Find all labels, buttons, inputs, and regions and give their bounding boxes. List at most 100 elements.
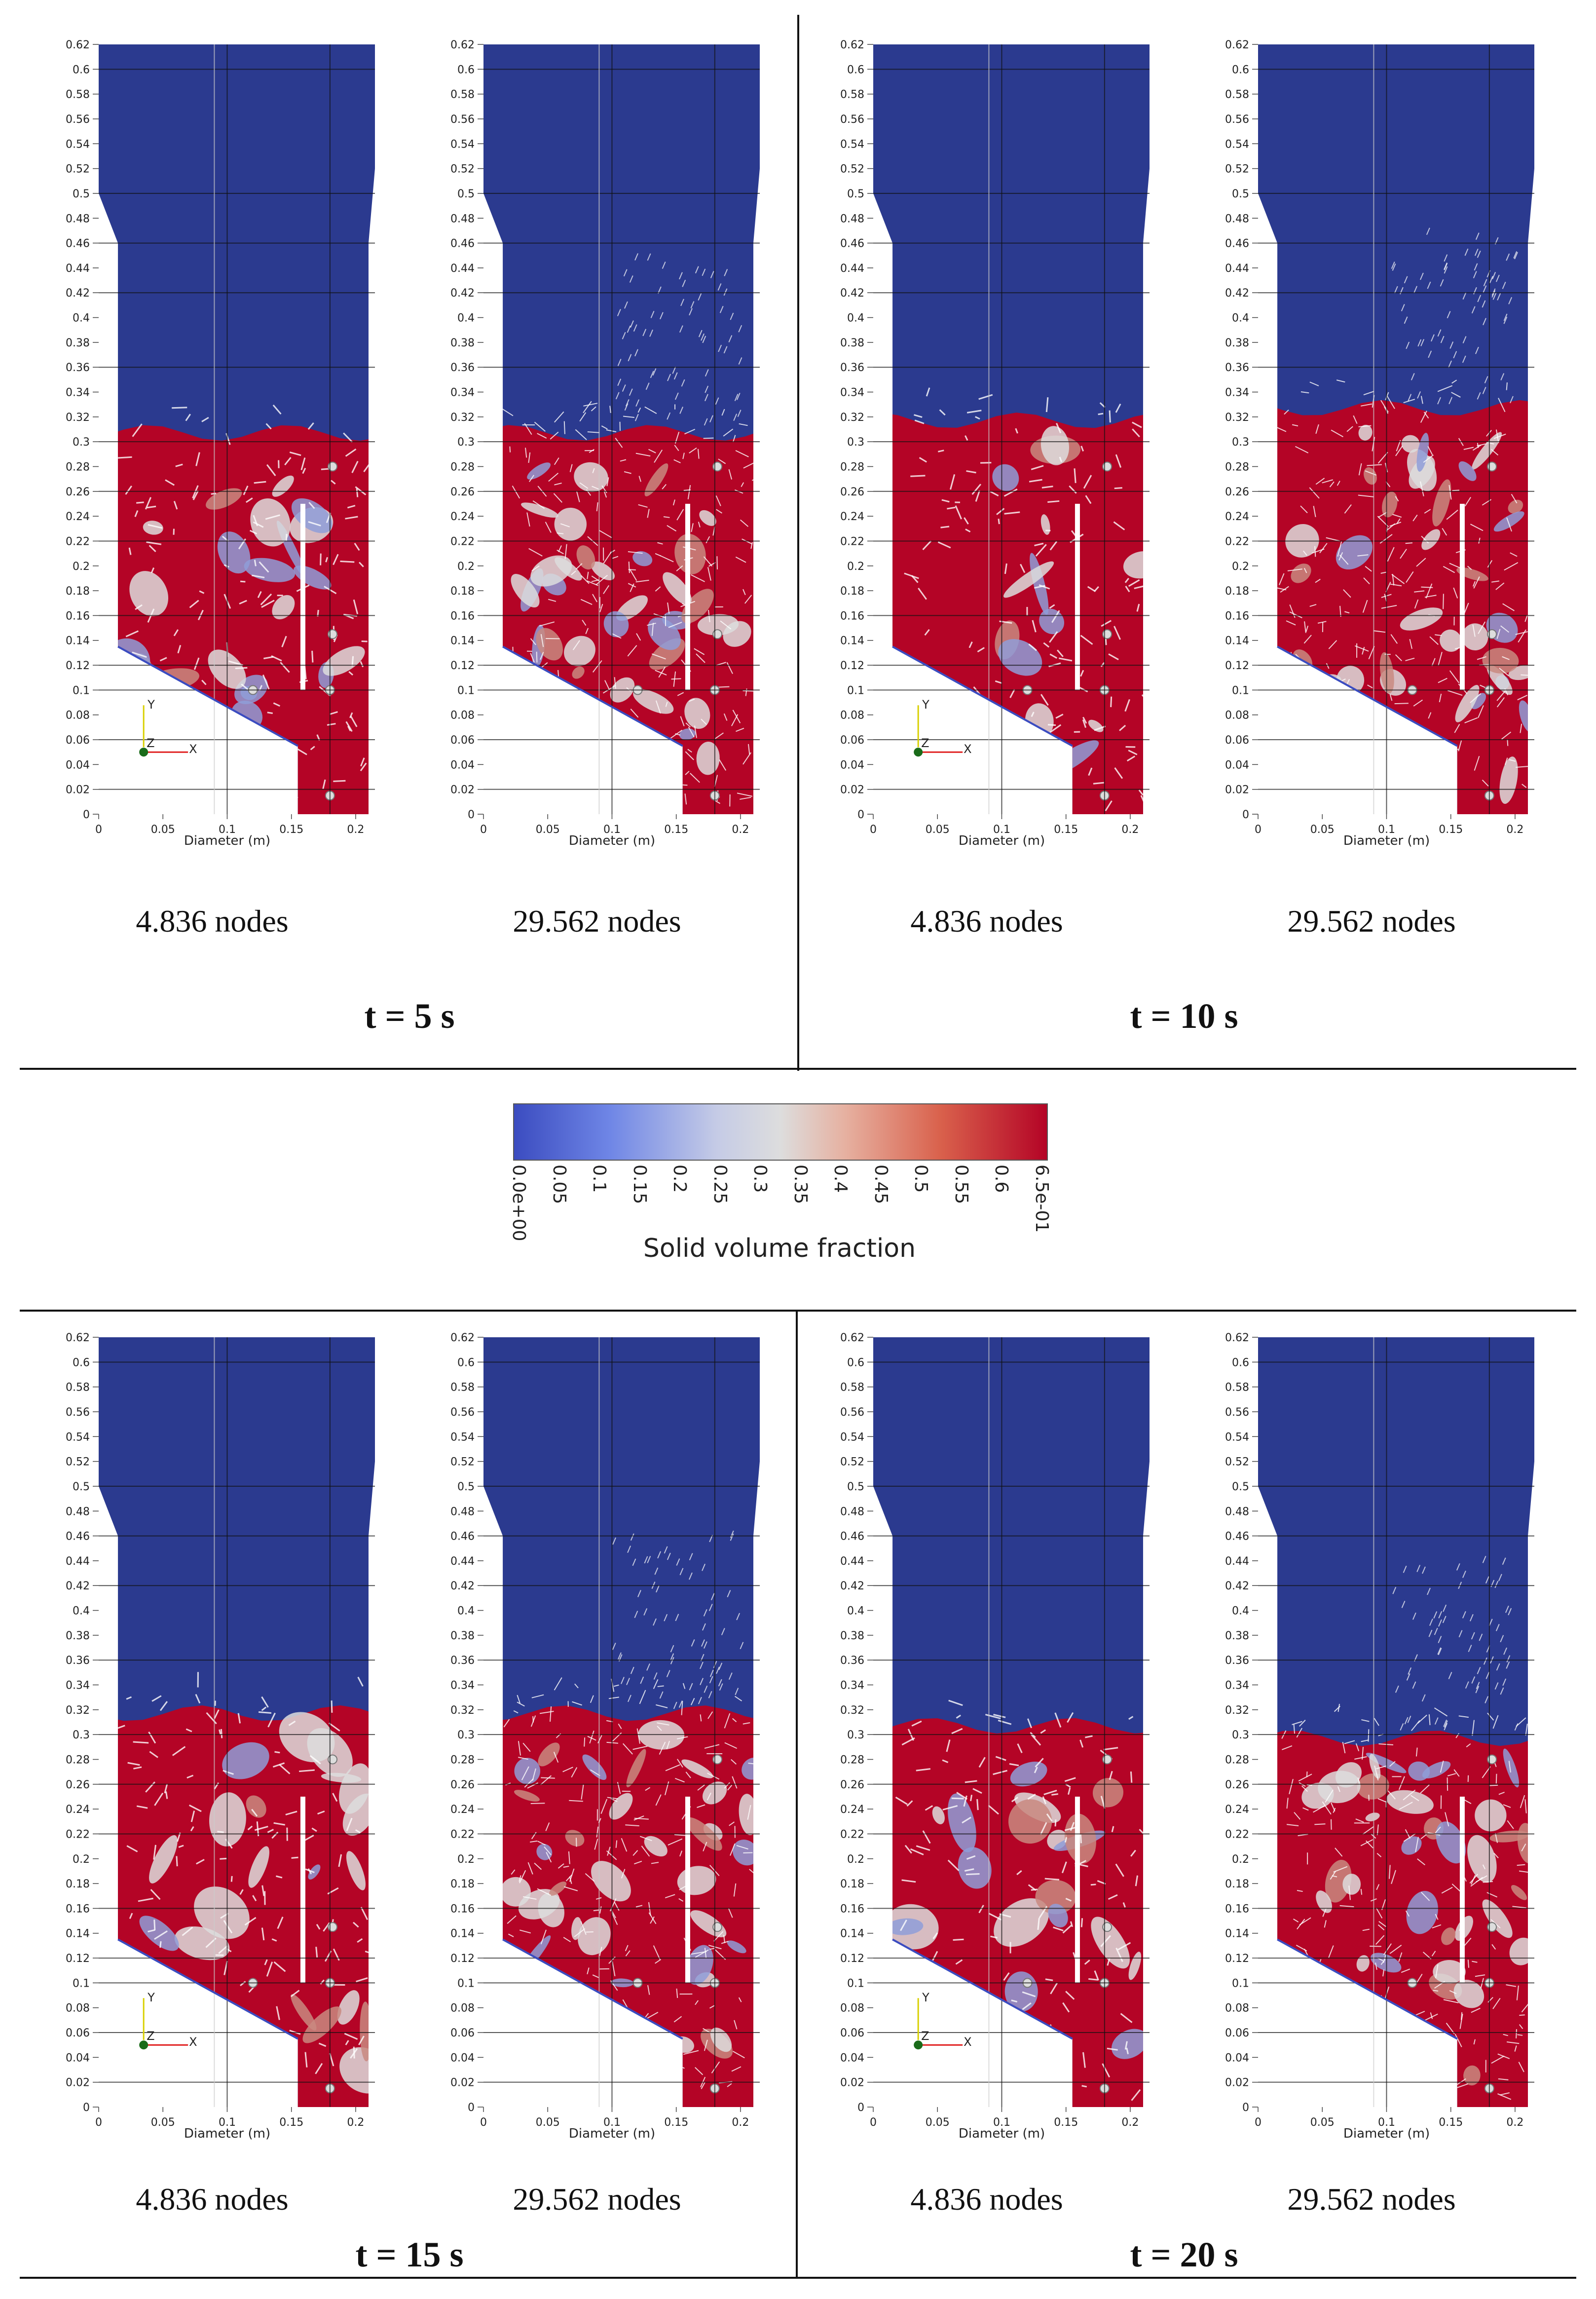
velocity-vector	[735, 1688, 739, 1696]
velocity-vector	[1451, 1884, 1461, 1892]
velocity-vector	[689, 1572, 693, 1580]
velocity-vector	[332, 1793, 338, 1802]
solid-fraction-patch	[248, 1846, 269, 1888]
velocity-vector	[1395, 496, 1399, 502]
y-tick-label: 0.36	[66, 362, 90, 374]
velocity-vector	[1498, 1574, 1502, 1582]
caption-q1-fine: 29.562 nodes	[513, 904, 681, 939]
solid-fraction-patch	[572, 666, 585, 679]
x-tick-label: 0.1	[1378, 2116, 1395, 2129]
velocity-vector	[1114, 767, 1123, 779]
velocity-vector	[600, 1799, 608, 1814]
velocity-vector	[1315, 2038, 1325, 2045]
velocity-vector	[254, 1826, 268, 1831]
solid-fraction-patch	[1035, 1880, 1076, 1915]
velocity-vector	[1069, 485, 1077, 494]
velocity-vector	[1357, 1777, 1360, 1785]
solid-fraction-patch	[576, 545, 595, 570]
solid-fraction-patch	[686, 1945, 713, 1985]
velocity-vector	[1485, 1696, 1489, 1703]
velocity-vector	[322, 779, 326, 789]
solid-fraction-patch	[1291, 564, 1311, 583]
y-tick-label: 0.58	[450, 1382, 475, 1394]
velocity-vector	[685, 722, 691, 728]
velocity-vector	[1454, 647, 1461, 650]
velocity-vector	[1044, 755, 1048, 764]
internal-baffle	[685, 503, 690, 690]
velocity-vector	[537, 2079, 548, 2086]
velocity-vector	[353, 1922, 359, 1928]
velocity-vector	[1390, 583, 1402, 587]
velocity-vector	[511, 1869, 516, 1875]
velocity-vector	[1477, 250, 1481, 258]
y-tick-label: 0.2	[457, 1853, 475, 1866]
velocity-vector	[1315, 478, 1325, 485]
velocity-vector	[1336, 379, 1345, 383]
velocity-vector	[530, 638, 536, 645]
velocity-vector	[1474, 755, 1480, 771]
velocity-vector	[1126, 755, 1136, 762]
velocity-vector	[1360, 1997, 1371, 2003]
velocity-vector	[671, 678, 681, 680]
velocity-vector	[1313, 1805, 1325, 1813]
velocity-vector	[1435, 1826, 1441, 1834]
x-tick-label: 0	[1255, 2116, 1262, 2129]
velocity-vector	[1476, 1875, 1487, 1883]
velocity-vector	[272, 404, 282, 415]
velocity-vector	[1460, 2012, 1463, 2020]
bed-surface	[873, 413, 1150, 444]
velocity-vector	[708, 1604, 713, 1611]
velocity-vector	[740, 796, 751, 800]
velocity-vector	[1389, 1945, 1402, 1954]
y-tick-label: 0.62	[66, 1332, 90, 1344]
velocity-vector	[626, 1678, 630, 1685]
distributor-wall	[892, 645, 1073, 747]
velocity-vector	[556, 718, 571, 722]
velocity-vector	[1360, 1888, 1363, 1895]
velocity-vector	[662, 484, 667, 490]
velocity-vector	[736, 393, 741, 400]
y-tick-label: 0.34	[66, 387, 90, 399]
solid-fraction-patch	[727, 1940, 746, 1954]
y-tick-label: 0.4	[1232, 312, 1249, 325]
velocity-vector	[1295, 1999, 1301, 2006]
velocity-vector	[524, 2003, 535, 2016]
velocity-vector	[1315, 578, 1321, 583]
solid-fraction-patch	[710, 2028, 732, 2052]
solid-fraction-patch	[1004, 732, 1049, 755]
velocity-vector	[1084, 1960, 1090, 1965]
velocity-vector	[1495, 1773, 1497, 1784]
y-tick-label: 0.26	[840, 486, 864, 498]
velocity-vector	[576, 1838, 577, 1847]
y-tick-label: 0.46	[66, 238, 90, 250]
velocity-vector	[1507, 1820, 1514, 1829]
velocity-vector	[1368, 1729, 1370, 1742]
y-tick-label: 0.44	[66, 1555, 90, 1568]
velocity-vector	[1506, 1984, 1517, 1987]
velocity-vector	[1451, 379, 1457, 384]
velocity-vector	[676, 1736, 688, 1739]
velocity-vector	[679, 325, 683, 333]
solid-fraction-patch	[1325, 1859, 1352, 1903]
solid-fraction-patch	[1503, 1748, 1520, 1788]
x-tick-label: 0	[1255, 824, 1262, 836]
velocity-vector	[939, 409, 946, 416]
y-tick-label: 0.38	[66, 337, 90, 349]
y-tick-label: 0.46	[66, 1531, 90, 1543]
y-tick-label: 0.24	[450, 511, 475, 523]
velocity-vector	[257, 591, 262, 598]
velocity-vector	[516, 681, 525, 690]
velocity-vector	[551, 765, 555, 771]
velocity-vector	[644, 1556, 648, 1564]
velocity-vector	[629, 388, 633, 396]
velocity-vector	[676, 509, 684, 521]
y-tick-label: 0.04	[840, 2052, 864, 2064]
velocity-vector	[1502, 1557, 1506, 1565]
velocity-vector	[1404, 276, 1408, 284]
y-tick-label: 0.3	[457, 436, 475, 449]
velocity-vector	[1448, 1672, 1452, 1679]
velocity-vector	[730, 1533, 734, 1541]
y-tick-label: 0.34	[450, 1680, 475, 1692]
velocity-vector	[240, 1981, 246, 1987]
velocity-vector	[1389, 522, 1402, 527]
